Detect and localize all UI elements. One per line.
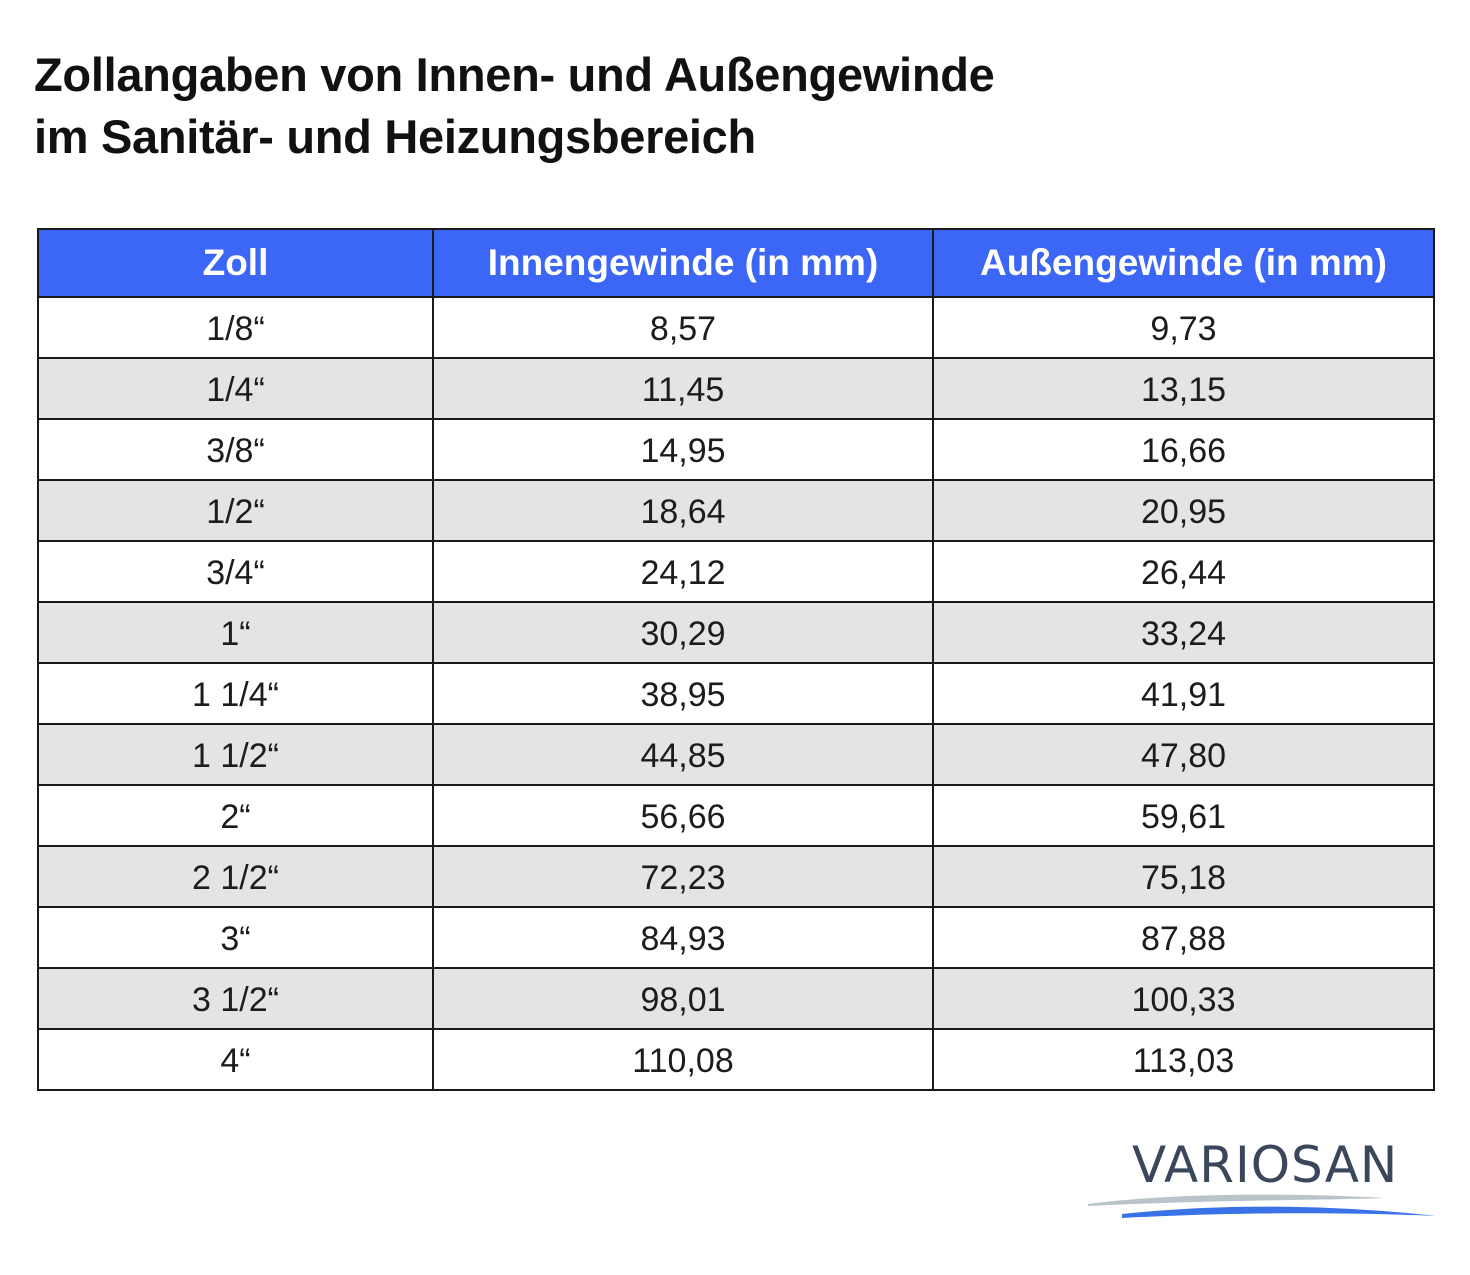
cell-aussengewinde: 9,73 — [932, 296, 1435, 359]
cell-zoll: 3/8“ — [37, 418, 434, 481]
table-row: 1“ 30,29 33,24 — [37, 601, 1435, 664]
cell-aussengewinde: 47,80 — [932, 723, 1435, 786]
cell-aussengewinde: 41,91 — [932, 662, 1435, 725]
cell-zoll: 2“ — [37, 784, 434, 847]
logo-wave-gray — [1088, 1194, 1386, 1206]
cell-innengewinde: 56,66 — [432, 784, 934, 847]
cell-zoll: 2 1/2“ — [37, 845, 434, 908]
table-row: 2 1/2“ 72,23 75,18 — [37, 845, 1435, 908]
table-row: 3/8“ 14,95 16,66 — [37, 418, 1435, 481]
table-row: 3 1/2“ 98,01 100,33 — [37, 967, 1435, 1030]
cell-zoll: 4“ — [37, 1028, 434, 1091]
cell-innengewinde: 24,12 — [432, 540, 934, 603]
table-row: 2“ 56,66 59,61 — [37, 784, 1435, 847]
cell-aussengewinde: 87,88 — [932, 906, 1435, 969]
cell-innengewinde: 44,85 — [432, 723, 934, 786]
cell-aussengewinde: 59,61 — [932, 784, 1435, 847]
table-row: 3“ 84,93 87,88 — [37, 906, 1435, 969]
cell-zoll: 1“ — [37, 601, 434, 664]
page-title-line-1: Zollangaben von Innen- und Außengewinde — [34, 48, 995, 101]
page-title: Zollangaben von Innen- und Außengewinde … — [34, 44, 995, 168]
table-row: 4“ 110,08 113,03 — [37, 1028, 1435, 1091]
table-header-row: Zoll Innengewinde (in mm) Außengewinde (… — [37, 228, 1435, 298]
cell-innengewinde: 11,45 — [432, 357, 934, 420]
cell-aussengewinde: 100,33 — [932, 967, 1435, 1030]
table-header: Zoll Innengewinde (in mm) Außengewinde (… — [37, 228, 1435, 298]
cell-aussengewinde: 20,95 — [932, 479, 1435, 542]
table-row: 3/4“ 24,12 26,44 — [37, 540, 1435, 603]
cell-zoll: 1 1/4“ — [37, 662, 434, 725]
cell-aussengewinde: 16,66 — [932, 418, 1435, 481]
table-body: 1/8“ 8,57 9,73 1/4“ 11,45 13,15 3/8“ 14,95 16,66… — [37, 296, 1435, 1091]
cell-innengewinde: 30,29 — [432, 601, 934, 664]
cell-zoll: 1 1/2“ — [37, 723, 434, 786]
logo-wave-blue — [1122, 1206, 1436, 1218]
cell-innengewinde: 84,93 — [432, 906, 934, 969]
cell-zoll: 3/4“ — [37, 540, 434, 603]
table-row: 1/8“ 8,57 9,73 — [37, 296, 1435, 359]
cell-zoll: 3 1/2“ — [37, 967, 434, 1030]
logo-wave-icon — [1088, 1194, 1436, 1218]
column-header-zoll: Zoll — [37, 228, 434, 298]
cell-zoll: 1/2“ — [37, 479, 434, 542]
logo-wordmark: VARIOSAN — [1132, 1136, 1399, 1194]
cell-aussengewinde: 26,44 — [932, 540, 1435, 603]
table-row: 1 1/2“ 44,85 47,80 — [37, 723, 1435, 786]
cell-aussengewinde: 13,15 — [932, 357, 1435, 420]
cell-innengewinde: 72,23 — [432, 845, 934, 908]
cell-innengewinde: 38,95 — [432, 662, 934, 725]
table-row: 1/2“ 18,64 20,95 — [37, 479, 1435, 542]
cell-zoll: 3“ — [37, 906, 434, 969]
column-header-innengewinde: Innengewinde (in mm) — [432, 228, 934, 298]
page-title-line-2: im Sanitär- und Heizungsbereich — [34, 110, 756, 163]
thread-size-table: Zoll Innengewinde (in mm) Außengewinde (… — [37, 228, 1435, 1091]
cell-zoll: 1/4“ — [37, 357, 434, 420]
variosan-logo: VARIOSAN — [1086, 1132, 1438, 1227]
cell-innengewinde: 18,64 — [432, 479, 934, 542]
cell-innengewinde: 14,95 — [432, 418, 934, 481]
table-row: 1 1/4“ 38,95 41,91 — [37, 662, 1435, 725]
cell-innengewinde: 8,57 — [432, 296, 934, 359]
cell-aussengewinde: 75,18 — [932, 845, 1435, 908]
cell-innengewinde: 98,01 — [432, 967, 934, 1030]
table-row: 1/4“ 11,45 13,15 — [37, 357, 1435, 420]
cell-aussengewinde: 33,24 — [932, 601, 1435, 664]
column-header-aussengewinde: Außengewinde (in mm) — [932, 228, 1435, 298]
cell-innengewinde: 110,08 — [432, 1028, 934, 1091]
cell-zoll: 1/8“ — [37, 296, 434, 359]
cell-aussengewinde: 113,03 — [932, 1028, 1435, 1091]
